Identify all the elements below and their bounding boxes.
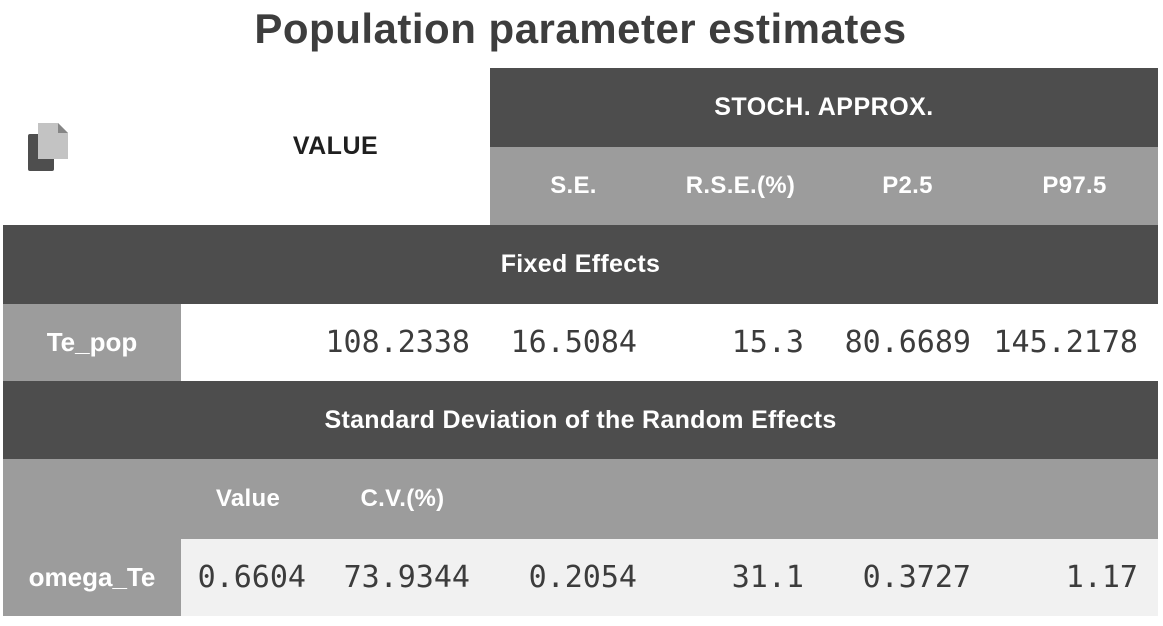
table-header-right: STOCH. APPROX. S.E. R.S.E.(%) P2.5 P97.5 bbox=[490, 68, 1158, 225]
subheader-spacer bbox=[3, 459, 181, 539]
copy-icon-front-page bbox=[38, 123, 68, 159]
cell-omega-te-p2-5: 0.3727 bbox=[824, 539, 991, 616]
cell-omega-te-rse: 31.1 bbox=[657, 539, 824, 616]
table-row-te-pop: Te_pop 108.2338 16.5084 15.3 80.6689 145… bbox=[3, 304, 1158, 381]
cell-te-pop-rse: 15.3 bbox=[657, 304, 824, 381]
table-header-left: VALUE bbox=[3, 68, 490, 225]
title-row: Population parameter estimates bbox=[3, 0, 1158, 68]
cell-omega-te-cv: 73.9344 bbox=[315, 539, 490, 616]
param-label-omega-te: omega_Te bbox=[3, 539, 181, 616]
column-header-p2-5: P2.5 bbox=[882, 172, 933, 199]
copy-icon-fold-corner bbox=[58, 123, 68, 133]
random-effects-subheader-row: Value C.V.(%) bbox=[3, 459, 1158, 539]
column-header-p97-5: P97.5 bbox=[1042, 172, 1107, 199]
column-header-value: VALUE bbox=[292, 132, 379, 160]
param-label-te-pop: Te_pop bbox=[3, 304, 181, 381]
cell-te-pop-p2-5: 80.6689 bbox=[824, 304, 991, 381]
table-row-omega-te: omega_Te 0.6604 73.9344 0.2054 31.1 0.37… bbox=[3, 539, 1158, 616]
cell-te-pop-p97-5: 145.2178 bbox=[991, 304, 1158, 381]
table-header: VALUE STOCH. APPROX. S.E. R.S.E.(%) P2.5… bbox=[3, 68, 1158, 225]
column-header-re-value: Value bbox=[215, 485, 281, 512]
group-header-stoch-approx: STOCH. APPROX. bbox=[490, 68, 1158, 147]
stoch-subheader-row: S.E. R.S.E.(%) P2.5 P97.5 bbox=[490, 147, 1158, 225]
section-header-random-effects: Standard Deviation of the Random Effects bbox=[3, 381, 1158, 459]
parameter-estimates-panel: Population parameter estimates VALUE STO… bbox=[3, 0, 1158, 616]
section-header-fixed-effects: Fixed Effects bbox=[3, 225, 1158, 304]
column-header-se: S.E. bbox=[550, 172, 597, 199]
cell-omega-te-se: 0.2054 bbox=[490, 539, 657, 616]
cell-omega-te-value: 0.6604 bbox=[181, 539, 315, 616]
page-title: Population parameter estimates bbox=[254, 5, 907, 52]
copy-icon[interactable] bbox=[28, 123, 70, 171]
column-header-re-cv: C.V.(%) bbox=[360, 485, 445, 512]
column-header-rse: R.S.E.(%) bbox=[685, 172, 796, 199]
cell-te-pop-value: 108.2338 bbox=[181, 304, 490, 381]
cell-te-pop-se: 16.5084 bbox=[490, 304, 657, 381]
cell-omega-te-p97-5: 1.17 bbox=[991, 539, 1158, 616]
